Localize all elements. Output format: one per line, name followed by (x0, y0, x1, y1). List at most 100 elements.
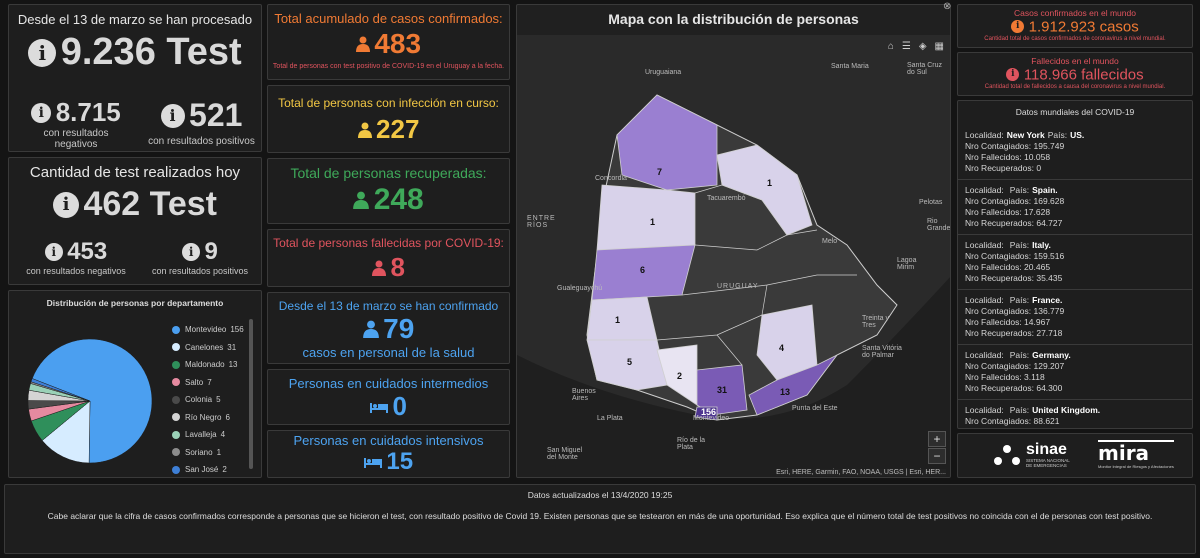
map-label: Uruguaiana (645, 69, 682, 76)
info-icon: i (1006, 68, 1020, 82)
world-deaths-title: Fallecidos en el mundo (1031, 56, 1119, 66)
updated-text: Datos actualizados el 13/4/2020 19:25 (527, 490, 673, 500)
info-icon: i (28, 38, 57, 67)
world-list-item[interactable]: Localidad: País: Spain. Nro Contagiados: 16… (958, 180, 1192, 235)
intensive-title: Personas en cuidados intensivos (293, 433, 484, 448)
map-label: Santa Cruz do Sul (907, 62, 943, 76)
pais-value: Italy. (1032, 240, 1051, 250)
pais-label: País: (1009, 185, 1030, 195)
legend-item[interactable]: Lavalleja 4 (172, 430, 225, 439)
world-item-fallecidos: Nro Fallecidos: 17.628 (965, 207, 1051, 217)
map-label: Santa Maria (831, 63, 869, 70)
map-label: Tacuarembó (707, 195, 746, 202)
world-item-fallecidos: Nro Fallecidos: 3.118 (965, 372, 1045, 382)
intermediate-care-panel: Personas en cuidados intermedios 0 (267, 369, 510, 425)
world-list-panel[interactable]: Datos mundiales del COVID-19 Localidad: N… (957, 100, 1193, 429)
world-item-location: Localidad: New York País: US. (965, 130, 1185, 141)
world-list-item[interactable]: Localidad: País: France. Nro Contagiados: 1… (958, 290, 1192, 345)
legend-item[interactable]: Salto 7 (172, 378, 212, 387)
legend-item[interactable]: Colonia 5 (172, 395, 221, 404)
map-toolbar: ⌂ ☰ ◈ ▦ (888, 41, 944, 52)
legend-scrollbar[interactable] (249, 319, 253, 469)
map-label: Río de la Plata (677, 437, 706, 451)
loc-label: Localidad: (965, 295, 1004, 305)
legend-item[interactable]: Río Negro 6 (172, 413, 230, 422)
pie-slice[interactable] (41, 400, 91, 464)
world-list-item[interactable]: Localidad: País: Italy. Nro Contagiados: 15… (958, 235, 1192, 290)
map-label: Treinta y Tres (862, 315, 889, 329)
dept-salto (596, 184, 696, 251)
legend-value: 156 (230, 325, 244, 334)
legend-label: Soriano (185, 447, 213, 457)
today-negative-label: con resultados negativos (26, 266, 126, 276)
dept-value: 31 (717, 385, 728, 395)
world-item-recuperados: Nro Recuperados: 35.435 (965, 273, 1063, 283)
info-icon: i (44, 243, 63, 261)
list-icon[interactable]: ☰ (901, 41, 911, 52)
tests-positive-value: 521 (189, 97, 243, 133)
pie-slice[interactable] (31, 338, 153, 464)
departments-pie-chart[interactable] (15, 321, 165, 471)
deceased-title: Total de personas fallecidas por COVID-1… (273, 236, 504, 250)
legend-swatch (172, 448, 180, 457)
qr-icon[interactable]: ▦ (934, 41, 944, 52)
legend-swatch (172, 413, 180, 422)
pie-slice[interactable] (30, 378, 91, 402)
legend-swatch (172, 465, 180, 474)
world-list-item[interactable]: Localidad: New York País: US. Nro Contagiado… (958, 125, 1192, 180)
map-panel: Mapa con la distribución de personas (516, 4, 951, 478)
today-negative-value: 453 (67, 238, 108, 265)
world-item-contagiados: Nro Contagiados: 129.207 (965, 361, 1065, 371)
world-item-contagiados: Nro Contagiados: 88.621 (965, 416, 1060, 426)
map-view[interactable]: Uruguaiana Santa Maria Santa Cruz do Sul… (517, 35, 951, 478)
dept-value: 7 (657, 167, 663, 177)
today-positive-value: 9 (204, 238, 218, 265)
legend-swatch (172, 430, 180, 439)
loc-label: Localidad: (965, 405, 1004, 415)
legend-item[interactable]: Soriano 1 (172, 448, 221, 457)
legend-item[interactable]: San José 2 (172, 465, 227, 474)
legend-label: Lavalleja (185, 430, 217, 439)
world-confirmed-sub: Cantidad total de casos confirmados de c… (984, 36, 1166, 42)
map-label: URUGUAY (717, 283, 759, 290)
world-deaths-panel: Fallecidos en el mundo i 118.966 falleci… (957, 52, 1193, 96)
legend-swatch (172, 343, 180, 352)
uruguay-map[interactable] (517, 35, 951, 478)
home-icon[interactable]: ⌂ (887, 41, 894, 52)
dept-value: 4 (779, 343, 785, 353)
world-item-recuperados: Nro Recuperados: 64.727 (965, 218, 1063, 228)
zoom-in-button[interactable]: + (928, 431, 946, 447)
legend-label: Montevideo (185, 325, 227, 334)
world-item-contagiados: Nro Contagiados: 169.628 (965, 196, 1065, 206)
info-icon: i (160, 103, 185, 128)
bed-icon (363, 458, 382, 468)
zoom-out-button[interactable]: − (928, 448, 946, 464)
legend-item[interactable]: Montevideo 156 (172, 325, 244, 334)
world-list-item[interactable]: Localidad: País: United Kingdom. Nro Contag… (958, 400, 1192, 428)
map-label: Buenos Aires (572, 388, 596, 402)
legend-item[interactable]: Canelones 31 (172, 343, 236, 352)
dept-value: 1 (615, 315, 621, 325)
dept-rionegro (586, 296, 658, 341)
dept-colonia (586, 339, 668, 391)
map-label: Rio Grande (927, 218, 951, 232)
legend-item[interactable]: Maldonado 13 (172, 360, 238, 369)
world-deaths-value: 118.966 fallecidos (1023, 66, 1144, 84)
pais-value: US. (1070, 130, 1085, 140)
bed-icon (370, 402, 389, 413)
info-icon: i (1011, 20, 1025, 34)
intensive-care-panel: Personas en cuidados intensivos 15 (267, 430, 510, 478)
world-list-item[interactable]: Localidad: País: Germany. Nro Contagiados: … (958, 345, 1192, 400)
confirmed-panel: Total acumulado de casos confirmados: 48… (267, 4, 510, 80)
map-label: Santa Vitória do Palmar (862, 345, 902, 359)
dept-artigas (616, 94, 718, 191)
pais-value: Germany. (1032, 350, 1071, 360)
recovered-panel: Total de personas recuperadas: 248 (267, 158, 510, 224)
settings-icon[interactable]: ⊗ (943, 1, 952, 12)
mira-logo-text: mira (1098, 440, 1174, 464)
legend-value: 13 (228, 360, 238, 369)
world-item-contagiados: Nro Contagiados: 195.749 (965, 141, 1065, 151)
map-attribution: Esri, HERE, Garmin, FAO, NOAA, USGS | Es… (776, 469, 946, 476)
legend-swatch (172, 325, 180, 334)
layers-icon[interactable]: ◈ (918, 41, 927, 52)
